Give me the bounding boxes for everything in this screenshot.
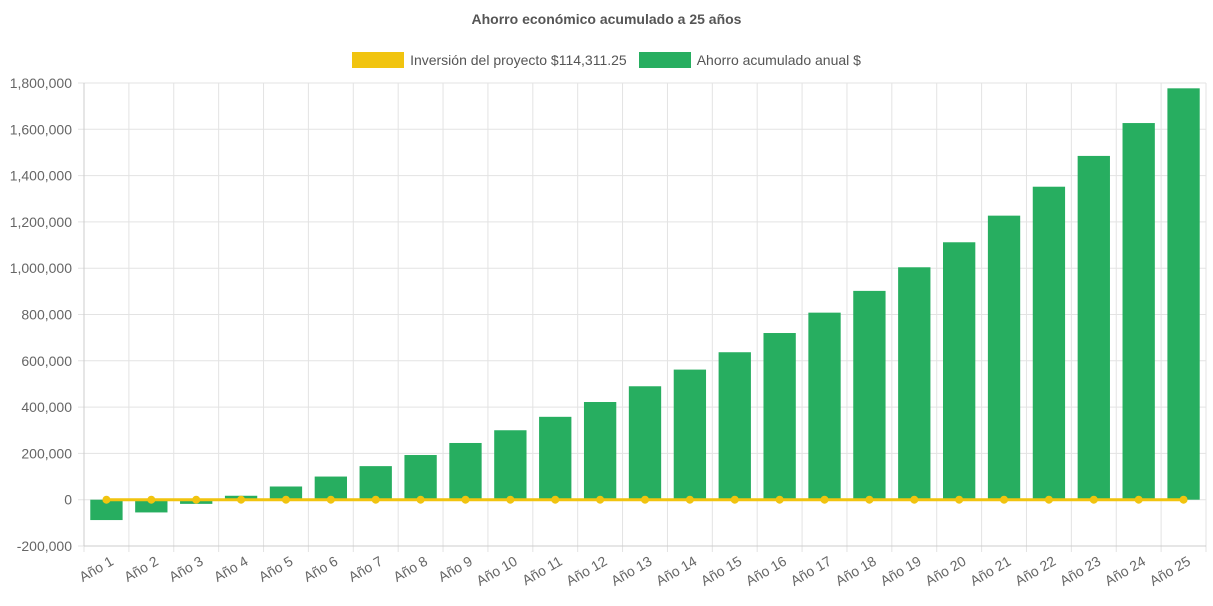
bar-1 [90,499,123,521]
y-tick-label: 1,400,000 [10,168,72,184]
x-tick-label: Año 12 [563,553,610,589]
investment-point-24 [1134,495,1143,504]
legend-swatch-savings [638,52,691,68]
y-tick-label: 0 [64,492,72,508]
investment-point-19 [910,495,919,504]
x-tick-label: Año 5 [256,553,296,585]
bar-8 [404,455,437,500]
investment-point-25 [1179,495,1188,504]
bar-19 [898,267,931,500]
chart-title: Ahorro económico acumulado a 25 años [471,11,742,27]
y-tick-label: 800,000 [21,307,72,323]
investment-point-17 [820,495,829,504]
legend-label-investment: Inversión del proyecto $114,311.25 [410,52,627,68]
bar-11 [539,416,572,500]
bar-17 [808,312,841,500]
investment-point-16 [775,495,784,504]
x-tick-label: Año 14 [653,553,700,589]
investment-point-11 [551,495,560,504]
bar-9 [449,442,482,500]
bar-14 [673,369,707,500]
bar-23 [1077,155,1110,500]
x-tick-label: Año 25 [1147,553,1194,589]
legend-item-savings[interactable]: Ahorro acumulado anual $ [638,52,861,68]
investment-point-21 [1000,495,1009,504]
y-tick-label: -200,000 [17,538,72,554]
bar-21 [987,215,1021,500]
investment-point-8 [416,495,425,504]
investment-point-3 [192,495,201,504]
investment-point-15 [730,495,739,504]
investment-point-4 [237,495,246,504]
y-tick-label: 200,000 [21,445,72,461]
investment-point-2 [147,495,156,504]
x-tick-label: Año 22 [1012,553,1059,589]
x-tick-label: Año 19 [877,553,924,589]
investment-point-18 [865,495,874,504]
investment-point-6 [326,495,335,504]
y-tick-label: 1,000,000 [10,260,72,276]
bar-6 [314,476,347,500]
bar-24 [1122,123,1155,500]
investment-point-7 [371,495,380,504]
legend-item-investment[interactable]: Inversión del proyecto $114,311.25 [352,52,627,68]
x-tick-label: Año 24 [1102,553,1149,589]
bar-10 [494,430,527,500]
investment-point-20 [955,495,964,504]
investment-point-22 [1044,495,1053,504]
investment-point-12 [596,495,605,504]
x-tick-label: Año 4 [211,553,251,585]
x-tick-label: Año 18 [832,553,879,589]
y-tick-label: 600,000 [21,353,72,369]
investment-point-10 [506,495,515,504]
investment-point-9 [461,495,470,504]
legend-swatch-investment [352,52,405,68]
bar-20 [943,242,976,500]
legend: Inversión del proyecto $114,311.25 Ahorr… [0,52,1213,68]
investment-point-14 [685,495,694,504]
investment-point-13 [641,495,649,504]
x-tick-label: Año 17 [788,553,835,589]
x-tick-label: Año 15 [698,553,745,589]
y-tick-label: 400,000 [21,399,72,415]
bar-5 [269,486,303,500]
bar-15 [718,352,751,500]
x-tick-label: Año 16 [743,553,790,589]
investment-point-5 [281,495,290,504]
legend-label-savings: Ahorro acumulado anual $ [696,52,861,68]
investment-point-1 [102,495,111,504]
x-tick-label: Año 2 [121,553,161,585]
x-tick-label: Año 10 [473,553,520,589]
bar-25 [1167,88,1200,500]
x-tick-label: Año 13 [608,553,655,589]
x-tick-label: Año 11 [519,553,565,589]
bar-13 [628,386,662,500]
y-tick-label: 1,600,000 [10,121,72,137]
x-tick-label: Año 20 [922,553,969,589]
y-tick-label: 1,200,000 [10,214,72,230]
investment-point-23 [1089,495,1098,504]
x-tick-label: Año 1 [76,553,116,585]
x-tick-label: Año 9 [435,553,475,585]
bar-18 [853,290,886,500]
y-tick-label: 1,800,000 [10,75,72,91]
x-tick-label: Año 8 [390,553,430,585]
bar-2 [135,499,168,513]
x-tick-label: Año 6 [301,553,341,585]
x-tick-label: Año 23 [1057,553,1104,589]
x-tick-label: Año 3 [166,553,206,585]
bar-22 [1032,186,1066,500]
bar-16 [763,333,796,500]
bar-12 [583,402,617,500]
x-tick-label: Año 21 [967,553,1014,589]
x-tick-label: Año 7 [346,553,386,585]
bar-7 [359,466,392,500]
